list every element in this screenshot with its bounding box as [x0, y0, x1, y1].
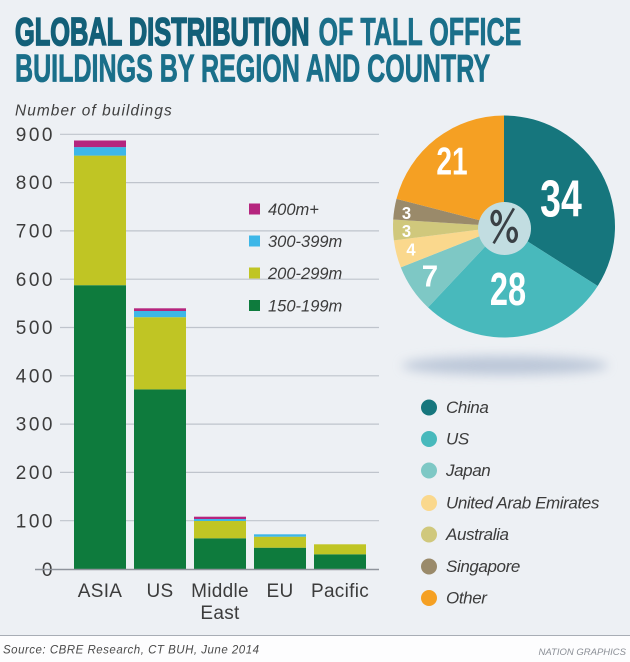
svg-text:700: 700	[16, 222, 55, 243]
svg-text:150-199m: 150-199m	[268, 298, 342, 316]
svg-text:900: 900	[16, 125, 55, 146]
svg-text:BUILDINGS BY REGION AND COUNTR: BUILDINGS BY REGION AND COUNTRY	[15, 47, 490, 90]
svg-text:600: 600	[16, 270, 55, 291]
svg-text:21: 21	[436, 140, 467, 184]
svg-text:NATION GRAPHICS: NATION GRAPHICS	[539, 647, 627, 658]
svg-text:28: 28	[490, 263, 526, 315]
svg-text:East: East	[200, 603, 240, 624]
svg-text:China: China	[446, 398, 488, 417]
svg-text:7: 7	[422, 260, 438, 294]
svg-text:Other: Other	[446, 589, 488, 608]
svg-text:EU: EU	[267, 581, 294, 602]
svg-text:200-299m: 200-299m	[267, 265, 342, 283]
svg-text:OF TALL OFFICE: OF TALL OFFICE	[319, 10, 522, 53]
svg-text:ASIA: ASIA	[78, 581, 123, 602]
svg-text:3: 3	[402, 222, 411, 241]
svg-text:3: 3	[402, 204, 411, 223]
svg-text:34: 34	[540, 169, 582, 228]
svg-text:GLOBAL DISTRIBUTION: GLOBAL DISTRIBUTION	[15, 9, 309, 53]
svg-text:400m+: 400m+	[268, 201, 319, 219]
svg-text:Source: CBRE Research, CT BUH,: Source: CBRE Research, CT BUH, June 2014	[3, 645, 260, 657]
svg-text:200: 200	[16, 463, 55, 484]
svg-text:Number of buildings: Number of buildings	[15, 103, 173, 120]
svg-text:300-399m: 300-399m	[268, 233, 342, 251]
svg-text:United Arab Emirates: United Arab Emirates	[446, 494, 600, 513]
svg-text:US: US	[446, 430, 470, 449]
svg-text:Australia: Australia	[445, 525, 509, 544]
svg-text:Japan: Japan	[445, 461, 490, 480]
svg-text:US: US	[147, 581, 174, 602]
svg-text:500: 500	[16, 318, 55, 339]
svg-text:300: 300	[16, 415, 55, 436]
svg-text:Pacific: Pacific	[311, 581, 369, 602]
svg-text:Middle: Middle	[191, 581, 249, 602]
svg-text:100: 100	[16, 511, 55, 532]
svg-text:Singapore: Singapore	[446, 557, 520, 576]
svg-text:800: 800	[16, 173, 55, 194]
svg-text:4: 4	[406, 240, 416, 259]
svg-text:0: 0	[42, 560, 55, 581]
svg-text:400: 400	[16, 366, 55, 387]
